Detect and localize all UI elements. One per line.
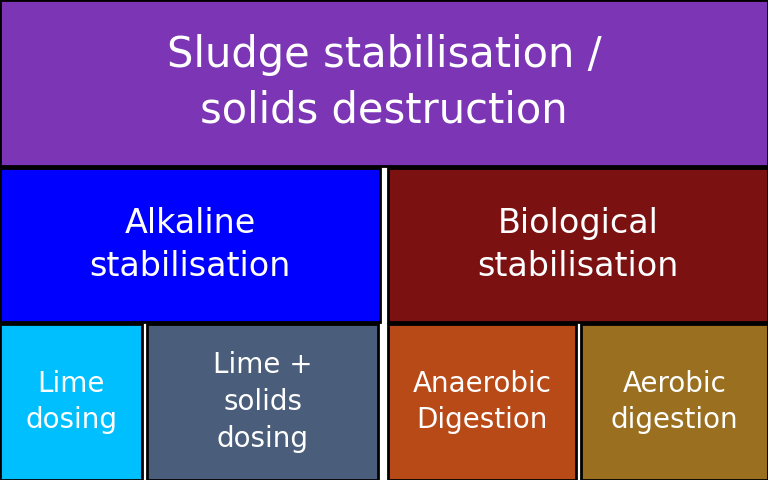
FancyBboxPatch shape [0, 324, 142, 480]
Text: Sludge stabilisation /
solids destruction: Sludge stabilisation / solids destructio… [167, 34, 601, 132]
FancyBboxPatch shape [581, 324, 768, 480]
Text: Lime
dosing: Lime dosing [25, 370, 117, 434]
FancyBboxPatch shape [147, 324, 378, 480]
FancyBboxPatch shape [388, 324, 576, 480]
Text: Aerobic
digestion: Aerobic digestion [611, 370, 739, 434]
FancyBboxPatch shape [388, 168, 768, 322]
FancyBboxPatch shape [0, 168, 380, 322]
Text: Alkaline
stabilisation: Alkaline stabilisation [89, 206, 291, 283]
Text: Lime +
solids
dosing: Lime + solids dosing [213, 351, 313, 453]
FancyBboxPatch shape [0, 0, 768, 166]
Text: Anaerobic
Digestion: Anaerobic Digestion [412, 370, 551, 434]
Text: Biological
stabilisation: Biological stabilisation [477, 206, 679, 283]
